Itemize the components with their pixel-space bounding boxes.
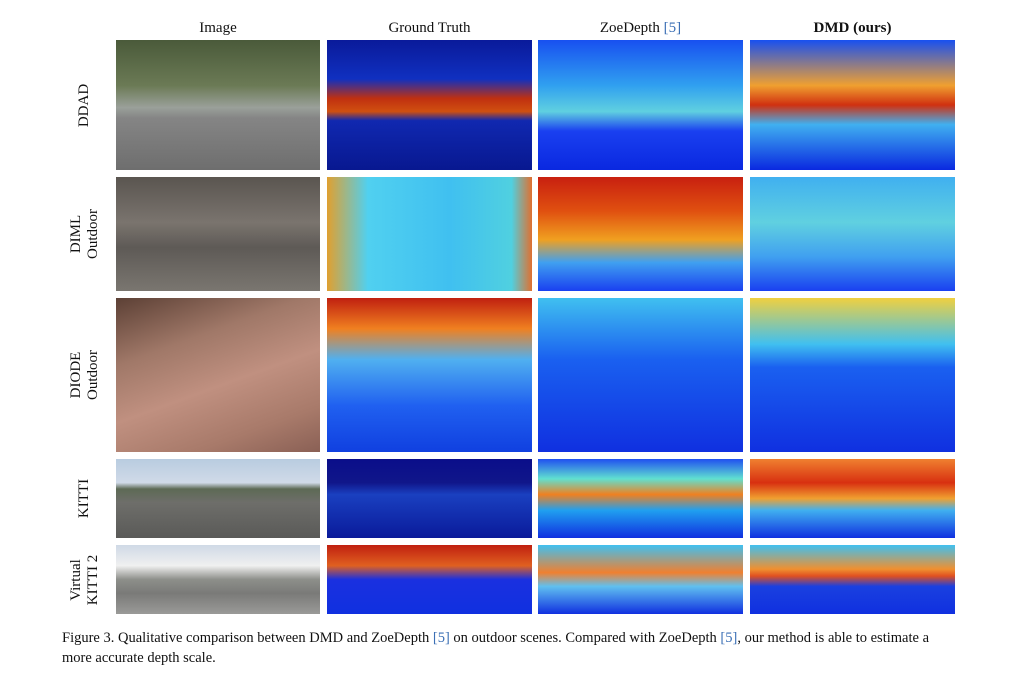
- dmd-ddad: [750, 40, 955, 170]
- row-label-kitti: KITTI: [60, 459, 110, 538]
- dmd-kitti: [750, 459, 955, 538]
- row-label-diml: DIML Outdoor: [60, 177, 110, 291]
- gt-depth-vkitti2: [327, 545, 532, 614]
- caption-text: , our method is able to estimate a more …: [62, 630, 929, 666]
- row-label-text: DIODE Outdoor: [68, 350, 101, 400]
- row-label-text: KITTI: [76, 478, 93, 519]
- column-header-zoedepth: ZoeDepth [5]: [538, 20, 743, 40]
- image-diode: [116, 298, 320, 452]
- image-diml: [116, 177, 320, 291]
- dmd-diml: [750, 177, 955, 291]
- column-header-ground-truth: Ground Truth: [388, 20, 471, 36]
- dmd-vkitti2: [750, 545, 955, 614]
- zoedepth-diml: [538, 177, 743, 291]
- gt-depth-kitti: [327, 459, 532, 538]
- row-label-text: DIML Outdoor: [68, 209, 101, 259]
- zoedepth-diode: [538, 298, 743, 452]
- image-kitti: [116, 459, 320, 538]
- row-label-text: Virtual KITTI 2: [68, 554, 101, 605]
- gt-depth-diml: [327, 177, 532, 291]
- citation-link[interactable]: [5]: [432, 630, 450, 646]
- row-label-ddad: DDAD: [60, 40, 110, 170]
- caption-text: Figure 3. Qualitative comparison between…: [62, 630, 433, 646]
- column-header-image: Image: [199, 20, 237, 36]
- dmd-diode: [750, 298, 955, 452]
- zoedepth-ddad: [538, 40, 743, 170]
- image-vkitti2: [116, 545, 320, 614]
- citation-link[interactable]: [5]: [663, 20, 682, 36]
- zoedepth-vkitti2: [538, 545, 743, 614]
- gt-depth-diode: [327, 298, 532, 452]
- label: ZoeDepth: [599, 20, 664, 36]
- figure-caption: Figure 3. Qualitative comparison between…: [62, 628, 962, 668]
- row-label-vkitti2: Virtual KITTI 2: [60, 545, 110, 614]
- caption-text: on outdoor scenes. Compared with ZoeDept…: [449, 630, 721, 646]
- gt-depth-ddad: [327, 40, 532, 170]
- citation-link[interactable]: [5]: [720, 630, 738, 646]
- row-label-diode: DIODE Outdoor: [60, 298, 110, 452]
- row-label-text: DDAD: [76, 83, 93, 127]
- zoedepth-kitti: [538, 459, 743, 538]
- image-ddad: [116, 40, 320, 170]
- column-header-dmd: DMD (ours): [813, 20, 892, 36]
